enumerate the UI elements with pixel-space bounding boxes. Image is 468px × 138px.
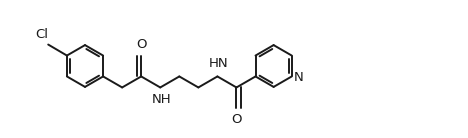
Text: NH: NH [152,93,171,106]
Text: N: N [294,71,304,84]
Text: HN: HN [209,57,228,71]
Text: O: O [231,113,241,126]
Text: O: O [136,38,146,51]
Text: Cl: Cl [36,28,49,41]
